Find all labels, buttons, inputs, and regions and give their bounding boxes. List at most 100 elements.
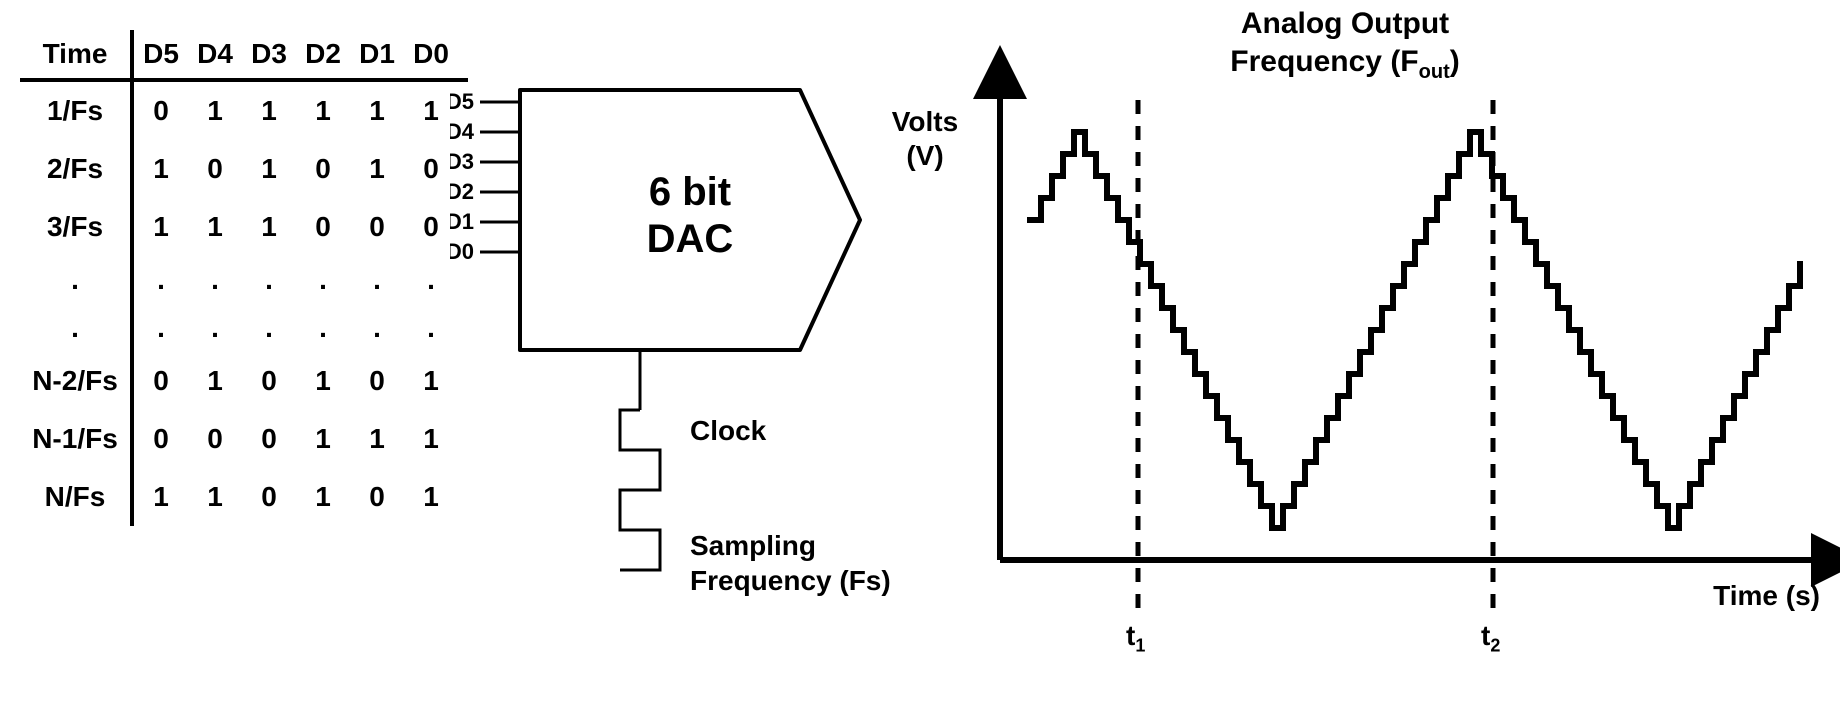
table-cell: 0 <box>296 211 350 243</box>
table-cell: 1 <box>188 365 242 397</box>
table-cell: 1 <box>134 153 188 185</box>
table-cell: 1 <box>188 211 242 243</box>
svg-text:Frequency (Fs): Frequency (Fs) <box>690 565 890 596</box>
chart-y-label-line2: (V) <box>906 140 943 171</box>
table-row: ....... <box>20 304 468 352</box>
svg-text:D2: D2 <box>450 179 474 204</box>
table-cell: . <box>242 312 296 344</box>
table-cell: 1 <box>134 211 188 243</box>
chart-svg <box>910 0 1840 700</box>
table-cell: 1 <box>188 481 242 513</box>
table-cells: ...... <box>134 312 458 344</box>
table-cell: . <box>134 312 188 344</box>
table-row: N-1/Fs000111 <box>20 410 468 468</box>
table-cell: . <box>296 312 350 344</box>
table-cell: 0 <box>242 423 296 455</box>
dac-block: 6 bitDAC D5 D4 D3 D2 D1 D0 Clock Sampling Frequen… <box>450 60 890 660</box>
table-cell: 0 <box>134 95 188 127</box>
table-cell: 1 <box>188 95 242 127</box>
svg-text:D3: D3 <box>450 149 474 174</box>
table-time-cell: N-1/Fs <box>20 423 130 455</box>
svg-text:Clock: Clock <box>690 415 767 446</box>
chart-x-label: Time (s) <box>1713 580 1820 612</box>
svg-text:6 bit: 6 bit <box>649 170 731 214</box>
table-header-cell: D5 <box>134 38 188 70</box>
table-cell: 0 <box>134 365 188 397</box>
table-cell: 0 <box>296 153 350 185</box>
svg-text:D1: D1 <box>450 209 474 234</box>
table-time-cell: 3/Fs <box>20 211 130 243</box>
table-time-cell: N/Fs <box>20 481 130 513</box>
table-body: 1/Fs0111112/Fs1010103/Fs111000..........… <box>20 82 468 526</box>
table-cell: 0 <box>188 153 242 185</box>
dac-svg: 6 bitDAC D5 D4 D3 D2 D1 D0 Clock Sampling Frequen… <box>450 60 890 660</box>
table-header-cell: D4 <box>188 38 242 70</box>
table-cell: . <box>350 312 404 344</box>
chart-title-line2-suffix: ) <box>1450 45 1460 78</box>
table-cell: 1 <box>296 365 350 397</box>
table-header-cell: D2 <box>296 38 350 70</box>
table-row: 1/Fs011111 <box>20 82 468 140</box>
svg-text:Sampling: Sampling <box>690 530 816 561</box>
table-row: N/Fs110101 <box>20 468 468 526</box>
page: Time D5D4D3D2D1D0 1/Fs0111112/Fs1010103/… <box>0 0 1842 711</box>
table-cells: 101010 <box>134 153 458 185</box>
table-cells: 110101 <box>134 481 458 513</box>
table-header-cell: D3 <box>242 38 296 70</box>
table-row: N-2/Fs010101 <box>20 352 468 410</box>
table-cell: 0 <box>242 365 296 397</box>
table-cell: 0 <box>350 211 404 243</box>
table-cell: . <box>242 264 296 296</box>
chart-y-label-line1: Volts <box>892 106 958 137</box>
table-row: 2/Fs101010 <box>20 140 468 198</box>
t1-sub: 1 <box>1135 636 1145 656</box>
table-cell: . <box>296 264 350 296</box>
table-cell: 1 <box>350 95 404 127</box>
chart-t2-label: t2 <box>1481 620 1500 657</box>
table-cell: 1 <box>242 211 296 243</box>
table-time-cell: . <box>20 312 130 344</box>
table-cell: . <box>134 264 188 296</box>
chart-y-label: Volts (V) <box>865 105 985 172</box>
table-cell: 1 <box>296 423 350 455</box>
table-cell: . <box>350 264 404 296</box>
svg-text:D0: D0 <box>450 239 474 264</box>
table-cells: 010101 <box>134 365 458 397</box>
table-time-cell: 1/Fs <box>20 95 130 127</box>
table-row: 3/Fs111000 <box>20 198 468 256</box>
table-cells: 111000 <box>134 211 458 243</box>
chart-t1-label: t1 <box>1126 620 1145 657</box>
svg-text:D5: D5 <box>450 89 474 114</box>
table-header-cells: D5D4D3D2D1D0 <box>134 38 458 70</box>
table-cell: 1 <box>242 153 296 185</box>
svg-text:D4: D4 <box>450 119 475 144</box>
table-cell: 1 <box>350 423 404 455</box>
table-header-time: Time <box>20 38 130 70</box>
output-chart: Analog Output Frequency (Fout) Volts (V)… <box>910 0 1840 700</box>
table-cells: ...... <box>134 264 458 296</box>
table-time-cell: 2/Fs <box>20 153 130 185</box>
table-cell: 1 <box>350 153 404 185</box>
table-cell: 1 <box>296 95 350 127</box>
table-cell: 1 <box>296 481 350 513</box>
t2-prefix: t <box>1481 620 1490 651</box>
table-cells: 000111 <box>134 423 458 455</box>
table-cell: 0 <box>242 481 296 513</box>
svg-text:DAC: DAC <box>647 217 734 261</box>
table-header-cell: D1 <box>350 38 404 70</box>
table-cell: . <box>188 264 242 296</box>
table-cell: . <box>188 312 242 344</box>
table-header-row: Time D5D4D3D2D1D0 <box>20 30 468 78</box>
table-time-cell: N-2/Fs <box>20 365 130 397</box>
table-row: ....... <box>20 256 468 304</box>
t2-sub: 2 <box>1490 636 1500 656</box>
table-cells: 011111 <box>134 95 458 127</box>
table-cell: 0 <box>188 423 242 455</box>
chart-title-line1: Analog Output <box>1241 7 1449 40</box>
t1-prefix: t <box>1126 620 1135 651</box>
table-cell: 1 <box>242 95 296 127</box>
chart-title-line2-prefix: Frequency (F <box>1230 45 1418 78</box>
bit-table: Time D5D4D3D2D1D0 1/Fs0111112/Fs1010103/… <box>20 30 468 526</box>
table-cell: 0 <box>350 481 404 513</box>
table-cell: 0 <box>134 423 188 455</box>
